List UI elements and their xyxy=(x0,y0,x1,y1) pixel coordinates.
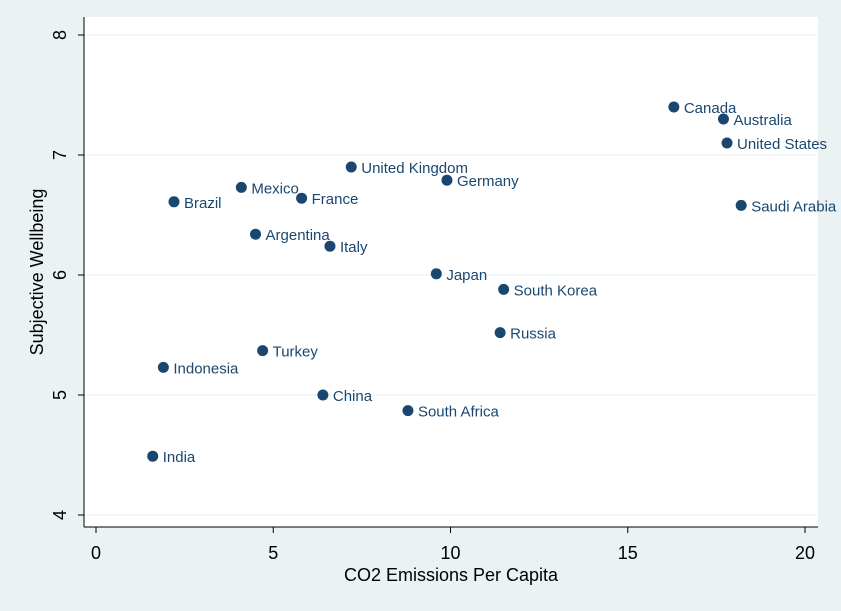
point-canada xyxy=(668,101,680,113)
y-axis-title: Subjective Wellbeing xyxy=(27,189,47,356)
x-tick-label: 10 xyxy=(440,543,460,563)
point-argentina xyxy=(250,228,262,240)
gridlines xyxy=(84,34,818,516)
y-tick-label: 6 xyxy=(50,270,70,280)
point-mexico xyxy=(235,181,247,193)
point-label-united-kingdom: United Kingdom xyxy=(361,160,468,177)
point-brazil xyxy=(168,196,180,208)
y-tick-label: 4 xyxy=(50,510,70,520)
point-label-italy: Italy xyxy=(340,239,368,256)
point-label-mexico: Mexico xyxy=(251,180,299,197)
axes xyxy=(78,17,818,533)
point-russia xyxy=(494,327,506,339)
x-tick-label: 5 xyxy=(268,543,278,563)
x-tick-label: 20 xyxy=(795,543,815,563)
point-label-germany: Germany xyxy=(457,173,519,190)
point-label-turkey: Turkey xyxy=(273,344,319,361)
point-south-africa xyxy=(402,405,414,417)
y-tick-label: 8 xyxy=(50,30,70,40)
y-tick-label: 5 xyxy=(50,390,70,400)
point-turkey xyxy=(257,345,269,357)
point-label-united-states: United States xyxy=(737,136,827,153)
x-tick-label: 0 xyxy=(91,543,101,563)
point-label-south-africa: South Africa xyxy=(418,404,500,421)
point-label-indonesia: Indonesia xyxy=(173,360,239,377)
x-axis-title: CO2 Emissions Per Capita xyxy=(344,565,559,585)
point-label-brazil: Brazil xyxy=(184,195,222,212)
point-germany xyxy=(441,174,453,186)
point-label-australia: Australia xyxy=(733,112,792,129)
point-united-kingdom xyxy=(345,161,357,173)
point-united-states xyxy=(721,137,733,149)
tick-labels: 0 5 10 15 20 4 5 6 7 8 xyxy=(50,30,815,563)
point-label-france: France xyxy=(312,191,359,208)
point-label-japan: Japan xyxy=(446,267,487,284)
point-italy xyxy=(324,240,336,252)
point-label-china: China xyxy=(333,388,373,405)
x-tick-label: 15 xyxy=(618,543,638,563)
point-south-korea xyxy=(498,283,510,295)
point-france xyxy=(296,192,308,204)
point-indonesia xyxy=(157,361,169,373)
y-tick-label: 7 xyxy=(50,150,70,160)
point-label-argentina: Argentina xyxy=(266,227,331,244)
point-saudi-arabia xyxy=(735,199,747,211)
point-label-india: India xyxy=(163,449,196,466)
point-australia xyxy=(717,113,729,125)
plot-area xyxy=(84,17,818,527)
point-label-south-korea: South Korea xyxy=(514,282,598,299)
point-label-canada: Canada xyxy=(684,100,737,117)
point-label-russia: Russia xyxy=(510,326,557,343)
point-japan xyxy=(430,268,442,280)
point-india xyxy=(147,450,159,462)
point-china xyxy=(317,389,329,401)
point-label-saudi-arabia: Saudi Arabia xyxy=(751,198,837,215)
